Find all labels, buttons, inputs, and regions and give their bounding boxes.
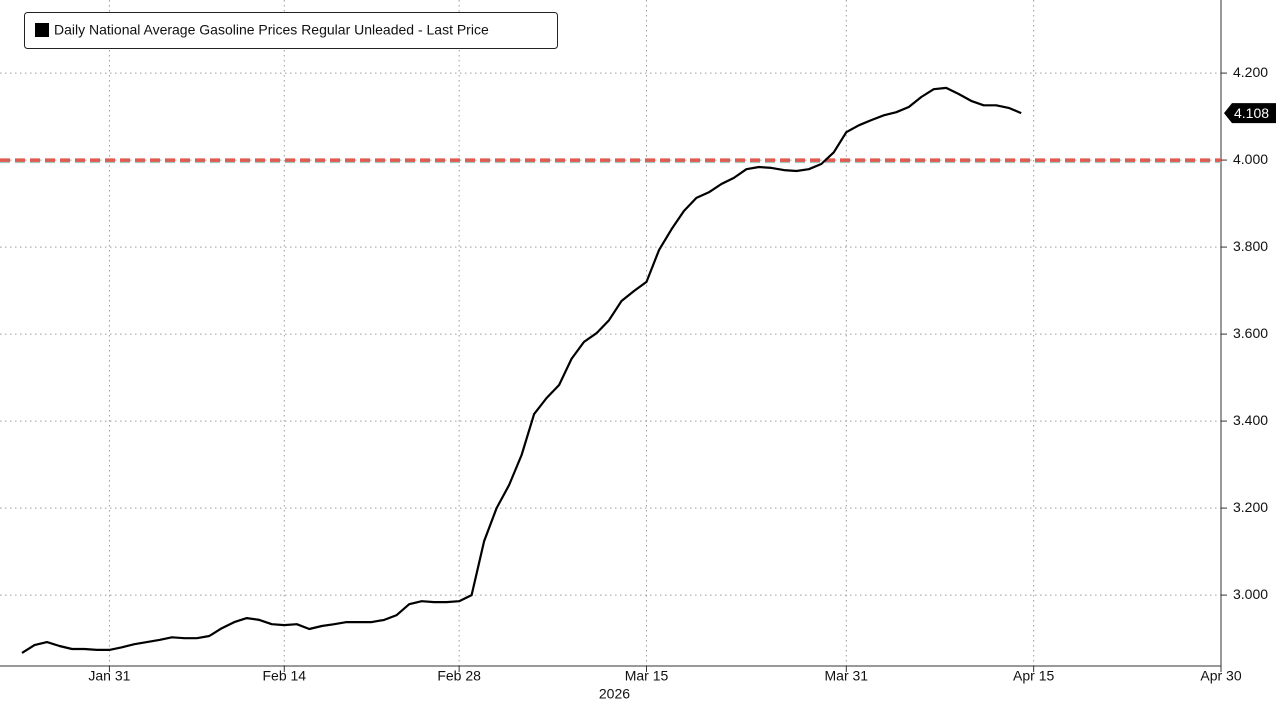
x-tick-label: Mar 31	[825, 668, 869, 684]
x-tick-label: Mar 15	[625, 668, 669, 684]
y-tick-label: 3.600	[1233, 325, 1268, 341]
x-tick-label: Jan 31	[88, 668, 130, 684]
y-tick-label: 3.000	[1233, 586, 1268, 602]
y-tick-label: 3.800	[1233, 238, 1268, 254]
x-axis-label: 2026	[599, 686, 630, 702]
series-line	[21, 86, 1022, 654]
y-tick-label: 3.400	[1233, 412, 1268, 428]
y-tick-label: 3.200	[1233, 499, 1268, 515]
y-tick-label: 4.200	[1233, 64, 1268, 80]
legend-label: Daily National Average Gasoline Prices R…	[54, 22, 489, 38]
legend-box	[24, 12, 558, 49]
legend: Daily National Average Gasoline Prices R…	[24, 12, 558, 49]
last-value-tag	[1224, 103, 1276, 124]
y-tick-label: 4.000	[1233, 151, 1268, 167]
x-tick-label: Feb 14	[262, 668, 306, 684]
x-tick-label: Apr 30	[1200, 668, 1241, 684]
x-tick-label: Apr 15	[1013, 668, 1054, 684]
x-tick-label: Feb 28	[437, 668, 481, 684]
last-value-label: 4.108	[1234, 105, 1269, 121]
legend-swatch	[35, 23, 49, 37]
